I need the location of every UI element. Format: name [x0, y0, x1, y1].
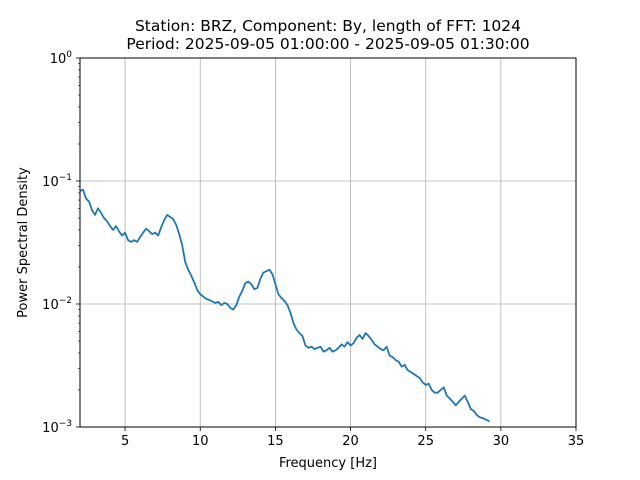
- y-tick-label-exponent: 0: [66, 50, 72, 60]
- y-tick-label-exponent: −3: [59, 419, 72, 429]
- y-tick-label: 100: [50, 50, 73, 67]
- y-tick-label: 10−3: [42, 419, 72, 436]
- y-tick-label: 10−2: [42, 296, 72, 313]
- x-tick-label: 35: [568, 434, 585, 449]
- y-axis-label: Power Spectral Density: [16, 167, 31, 318]
- y-tick-label-exponent: −1: [59, 173, 72, 183]
- x-axis-label: Frequency [Hz]: [279, 456, 377, 471]
- x-tick-label: 25: [417, 434, 434, 449]
- y-tick-label-base: 10: [42, 298, 59, 313]
- psd-series-line: [80, 188, 490, 422]
- chart-title-line-2: Period: 2025-09-05 01:00:00 - 2025-09-05…: [126, 35, 529, 53]
- x-tick-label: 5: [121, 434, 129, 449]
- chart-title-line-1: Station: BRZ, Component: By, length of F…: [135, 17, 521, 35]
- y-tick-label: 10−1: [42, 173, 72, 190]
- x-tick-label: 30: [493, 434, 510, 449]
- plot-frame: [79, 57, 577, 428]
- x-tick-label: 10: [192, 434, 209, 449]
- x-tick-label: 15: [267, 434, 284, 449]
- x-axis-ticks: 5 10 15 20 25 30 35: [121, 427, 584, 449]
- y-tick-label-base: 10: [42, 175, 59, 190]
- x-tick-label: 20: [342, 434, 359, 449]
- y-tick-label-exponent: −2: [59, 296, 72, 306]
- y-tick-label-base: 10: [42, 421, 59, 436]
- y-tick-label-base: 10: [50, 52, 67, 67]
